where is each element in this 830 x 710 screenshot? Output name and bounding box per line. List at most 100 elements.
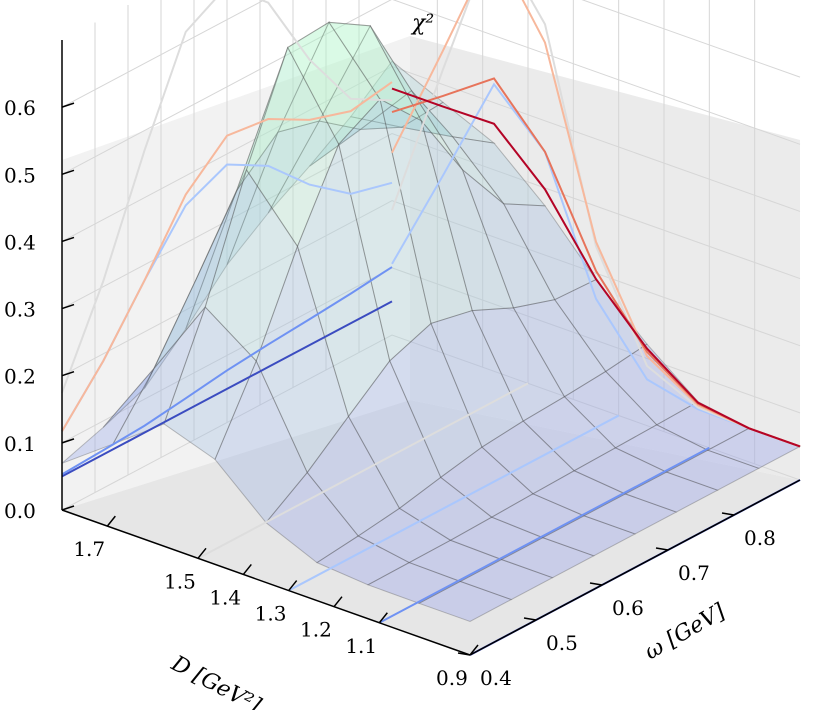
surface-facet (379, 98, 473, 325)
wall-contour-omega (61, 300, 393, 478)
surface-facet (430, 309, 524, 448)
surface-facet (471, 307, 566, 422)
z-tick-label: 0.4 (4, 230, 36, 254)
omega-tick (457, 652, 471, 656)
z-axis-label: χ² (410, 11, 434, 36)
d-tick (288, 580, 298, 592)
d-axis-line (61, 509, 471, 656)
surface-facet (604, 343, 699, 426)
omega-tick-label: 0.6 (612, 596, 644, 620)
surface-facet (195, 47, 289, 281)
surface-facet (111, 306, 206, 446)
d-tick-label: 1.2 (300, 618, 332, 642)
surface-facet (500, 537, 595, 579)
floor-contour (378, 446, 710, 624)
d-tick-label: 1.4 (209, 585, 241, 609)
d-tick (197, 547, 207, 559)
z-tick-label: 0.3 (4, 298, 36, 322)
surface-facet (563, 370, 658, 449)
wall-contour-d (391, 87, 801, 448)
surface-facet (665, 449, 760, 491)
surface-facet (481, 420, 576, 495)
surface-facet (358, 89, 455, 138)
floor-contour (197, 382, 529, 560)
surface-facet (461, 168, 556, 309)
surface-facet (451, 136, 547, 207)
z-tick (61, 102, 75, 108)
surface-facet (349, 60, 444, 128)
omega-tick (523, 617, 537, 621)
omega-tick-label: 0.8 (744, 526, 776, 550)
x-axis-label: D [GeV²] (166, 651, 265, 710)
surface-facet (624, 471, 719, 513)
wall-contour-omega (61, 0, 393, 394)
surface-facet (245, 46, 340, 248)
d-tick (469, 644, 479, 656)
d-tick-label: 1.1 (345, 634, 377, 658)
surface-facet (214, 359, 308, 524)
surface-facet (522, 396, 617, 472)
d-tick-label: 1.5 (164, 569, 196, 593)
surface-facet (582, 493, 678, 535)
surface-facet (265, 471, 359, 564)
surface-facet (185, 131, 279, 330)
surface-facet (417, 580, 513, 622)
surface-facet (389, 322, 483, 479)
surface-facet (309, 116, 402, 167)
surface-facet (318, 24, 413, 130)
surface-facet (296, 142, 391, 418)
d-tick-label: 0.9 (436, 666, 468, 690)
surface-facet (369, 25, 463, 171)
omega-tick-label: 0.4 (480, 666, 512, 690)
d-tick (378, 612, 388, 624)
surface-facet (502, 203, 597, 301)
omega-tick (589, 582, 603, 586)
surface-facet (512, 299, 607, 398)
surface-facet (236, 21, 331, 191)
back-left-pane (62, 36, 410, 510)
surface-facet (102, 280, 196, 428)
surface-facet (267, 120, 362, 214)
d-tick (333, 596, 343, 608)
z-tick (61, 505, 75, 511)
d-tick-label: 1.3 (255, 602, 287, 626)
surface-facet (398, 476, 493, 541)
surface (61, 21, 802, 622)
surface-facet (328, 21, 423, 122)
surface-facet (347, 359, 442, 510)
d-tick (106, 515, 116, 527)
gridlines (61, 0, 801, 511)
omega-tick (721, 512, 735, 516)
wall-contour-omega (61, 266, 393, 476)
surface-facet (153, 169, 247, 369)
surface-facet (459, 558, 554, 601)
d-tick (242, 563, 252, 575)
omega-axis-line (469, 479, 801, 656)
z-tick-label: 0.2 (4, 365, 36, 389)
d-tick-label: 1.7 (73, 537, 105, 561)
surface-facet (277, 21, 372, 133)
y-axis-label: ω [GeV] (641, 599, 731, 665)
z-tick-label: 0.0 (4, 499, 36, 523)
surface-facet (144, 190, 238, 389)
back-right-pane (410, 36, 800, 480)
axes-panes (62, 36, 800, 655)
z-tick (61, 438, 75, 444)
floor-contour (288, 414, 620, 592)
omega-tick (655, 547, 669, 551)
z-tick-label: 0.5 (4, 163, 36, 187)
surface-facet (400, 101, 496, 144)
omega-tick-label: 0.7 (678, 561, 710, 585)
surface-facet (439, 446, 534, 518)
z-tick (61, 371, 75, 377)
z-tick-label: 0.6 (4, 96, 36, 120)
z-tick (61, 169, 75, 175)
wall-contour-omega (61, 81, 393, 432)
surface-facet (411, 90, 505, 205)
surface-facet (163, 306, 257, 461)
floor-pane (62, 400, 800, 655)
z-tick-label: 0.1 (4, 432, 36, 456)
z-tick (61, 303, 75, 310)
